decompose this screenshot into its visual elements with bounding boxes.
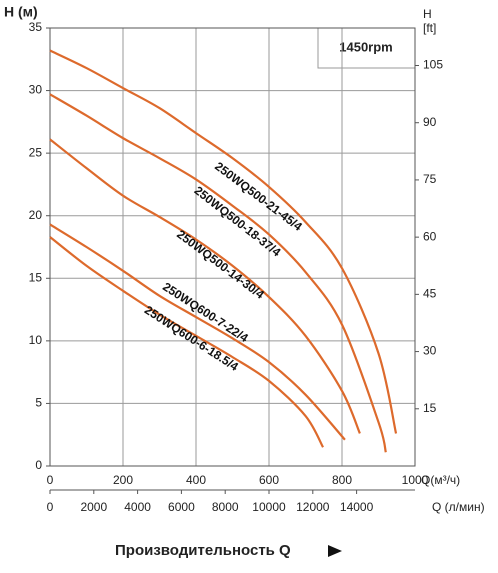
curve — [49, 138, 361, 434]
x2-tick-label: 10000 — [252, 500, 286, 514]
footer-label: Производительность Q — [115, 542, 291, 559]
x2-tick-label: 4000 — [124, 500, 151, 514]
y2-tick-label: 30 — [423, 344, 437, 358]
y2-axis-label: H — [423, 7, 432, 21]
y-tick-label: 15 — [29, 270, 43, 284]
curve — [49, 49, 398, 434]
plot-frame — [49, 27, 416, 467]
y2-axis-label: [ft] — [423, 21, 436, 35]
y2-tick-label: 45 — [423, 287, 437, 301]
curve — [49, 223, 346, 441]
y2-tick-label: 60 — [423, 229, 437, 243]
y-tick-label: 25 — [29, 145, 43, 159]
x2-tick-label: 12000 — [296, 500, 330, 514]
x2-tick-label: 6000 — [168, 500, 195, 514]
curve-label: 250WQ500-21-45/4 — [212, 159, 305, 234]
x2-tick-label: 8000 — [212, 500, 239, 514]
x2-tick-label: 14000 — [340, 500, 374, 514]
x-tick-label: 400 — [186, 473, 206, 487]
x-tick-label: 200 — [113, 473, 133, 487]
y-tick-label: 0 — [35, 458, 42, 472]
x2-tick-label: 0 — [47, 500, 54, 514]
footer-arrow — [328, 545, 342, 557]
y-tick-label: 20 — [29, 208, 43, 222]
y2-tick-label: 75 — [423, 172, 437, 186]
x-tick-label: 800 — [332, 473, 352, 487]
y-tick-label: 30 — [29, 83, 43, 97]
rpm-annotation: 1450rpm — [339, 39, 392, 54]
y-tick-label: 35 — [29, 20, 43, 34]
x-tick-label: 0 — [47, 473, 54, 487]
y-tick-label: 10 — [29, 333, 43, 347]
y2-tick-label: 105 — [423, 58, 443, 72]
x-tick-label: 1000 — [402, 473, 429, 487]
curve-label: 250WQ600-7-22/4 — [160, 280, 251, 346]
y-axis-label: H (м) — [4, 4, 38, 20]
x2-axis-label: Q (л/мин) — [432, 500, 485, 514]
x-tick-label: 600 — [259, 473, 279, 487]
x2-tick-label: 2000 — [80, 500, 107, 514]
y-tick-label: 5 — [35, 396, 42, 410]
y2-tick-label: 15 — [423, 401, 437, 415]
y2-tick-label: 90 — [423, 115, 437, 129]
x-axis-label: Q(м³/ч) — [421, 473, 460, 487]
curve — [49, 93, 387, 453]
curve — [49, 236, 324, 448]
